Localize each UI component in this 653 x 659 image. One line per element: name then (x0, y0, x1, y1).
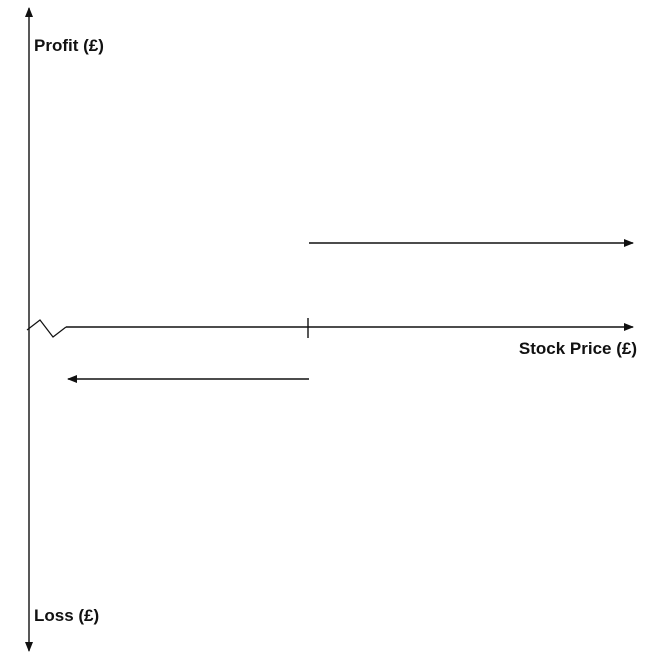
stock-price-axis-label: Stock Price (£) (519, 339, 637, 358)
profit-axis-label: Profit (£) (34, 36, 104, 55)
axis-break-zigzag (26, 319, 67, 338)
loss-axis-label: Loss (£) (34, 606, 99, 625)
